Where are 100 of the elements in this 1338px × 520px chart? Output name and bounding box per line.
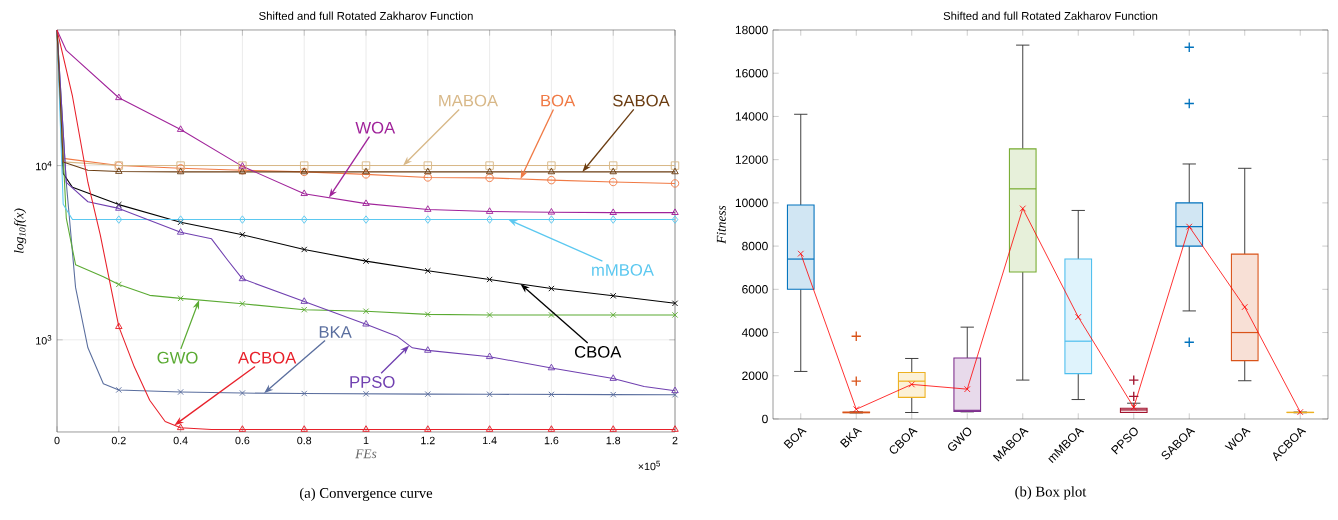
point — [671, 391, 679, 398]
text: MABOA — [439, 94, 499, 107]
x-tick-label: 1.2 — [421, 436, 435, 445]
point — [671, 386, 679, 394]
point — [239, 231, 246, 238]
point — [485, 207, 494, 214]
point — [361, 170, 371, 179]
point — [609, 374, 617, 381]
point — [424, 425, 432, 432]
point — [547, 208, 556, 215]
point — [610, 391, 617, 398]
x-tick-label: 0.4 — [173, 436, 188, 445]
point — [362, 199, 370, 206]
text: SABOA — [613, 94, 670, 107]
point — [362, 390, 370, 397]
point — [361, 161, 371, 170]
point — [670, 161, 680, 170]
point — [300, 297, 308, 304]
point — [547, 175, 556, 185]
y-tick-label: 4000 — [741, 328, 768, 337]
chart-title: Shifted and full Rotated Zakharov Function — [943, 11, 1158, 20]
y-tick-label: 0 — [762, 414, 768, 424]
point — [423, 173, 433, 182]
text: GWO — [157, 351, 198, 364]
text: BKA — [319, 326, 352, 338]
point — [548, 215, 555, 224]
point — [362, 258, 370, 265]
point — [115, 322, 123, 330]
point — [609, 167, 617, 175]
point — [424, 267, 431, 274]
point — [300, 189, 308, 196]
point — [671, 425, 679, 432]
point — [486, 215, 493, 224]
point — [486, 276, 493, 283]
point — [485, 352, 494, 360]
x-tick-label: 0.6 — [235, 436, 250, 445]
point — [301, 306, 308, 313]
x-tick-label: 1 — [363, 436, 369, 445]
y-tick-label: 16000 — [735, 68, 768, 78]
point — [548, 391, 555, 398]
point — [115, 93, 123, 101]
x-tick-label: 0.8 — [297, 436, 312, 445]
y-tick-label: 18000 — [735, 25, 768, 35]
point — [301, 246, 308, 253]
point — [115, 281, 122, 288]
y-tick-label: 6000 — [742, 285, 768, 294]
point — [797, 250, 804, 257]
point — [610, 311, 617, 319]
text: (b) Box plot — [1015, 486, 1087, 500]
point — [670, 179, 680, 188]
point — [485, 425, 494, 432]
point — [610, 292, 617, 299]
text: BOA — [541, 94, 576, 107]
point — [547, 161, 556, 170]
point — [964, 385, 971, 393]
point — [301, 390, 308, 397]
x-tick-label: 2 — [672, 436, 678, 445]
point — [1019, 205, 1026, 212]
point — [424, 311, 431, 318]
point — [1186, 223, 1193, 230]
point — [547, 167, 556, 175]
point — [1241, 303, 1248, 311]
point — [671, 215, 679, 224]
point — [548, 311, 555, 319]
point — [853, 406, 860, 413]
point — [671, 208, 679, 215]
x-tick-label: 1.8 — [606, 436, 621, 445]
point — [547, 363, 556, 371]
point — [239, 300, 246, 307]
point — [424, 346, 432, 353]
point — [362, 308, 370, 315]
x-tick-label: 1.6 — [544, 436, 559, 445]
point — [239, 389, 246, 397]
point — [1075, 313, 1082, 321]
point — [486, 311, 493, 319]
y-tick-label: 10000 — [735, 198, 768, 208]
x-tick-label: 1.4 — [483, 436, 497, 445]
point — [300, 425, 308, 432]
point — [115, 386, 122, 394]
point — [609, 208, 617, 215]
point — [671, 167, 679, 175]
point — [1297, 408, 1304, 416]
point — [176, 125, 185, 132]
point — [424, 391, 431, 398]
point — [485, 173, 494, 183]
point — [115, 167, 123, 174]
text: WOA — [355, 121, 396, 134]
point — [300, 161, 309, 170]
text: mMBOA — [592, 264, 654, 276]
point — [423, 161, 433, 170]
x-tick-label: BKA — [839, 428, 863, 448]
point — [177, 295, 184, 302]
chart-title: Shifted and full Rotated Zakharov Function — [259, 11, 473, 20]
point — [609, 215, 617, 224]
y-tick-label: 14000 — [735, 112, 768, 121]
point — [424, 167, 432, 175]
y-axis-title: Fitness — [716, 205, 726, 244]
y-tick-label: 12000 — [735, 155, 768, 164]
point — [609, 177, 618, 187]
point — [362, 319, 370, 327]
